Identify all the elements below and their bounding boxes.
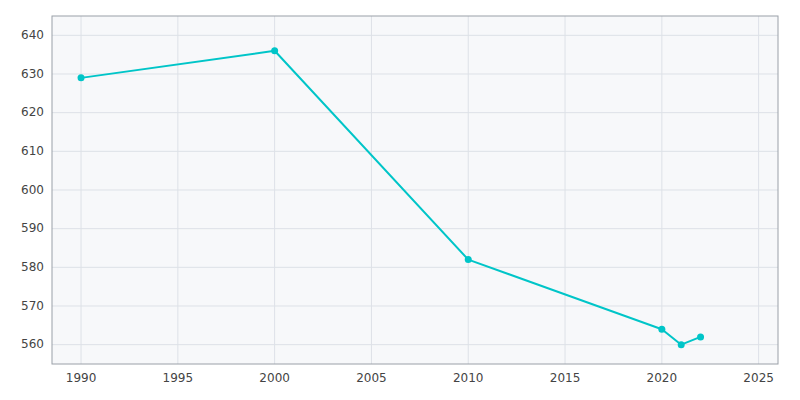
y-tick-label: 560 <box>21 337 44 351</box>
grid-line-y <box>52 306 778 307</box>
grid-line-x <box>274 16 275 364</box>
plot-area <box>52 16 778 364</box>
x-tick-label: 2025 <box>743 371 774 385</box>
grid-line-x <box>565 16 566 364</box>
point <box>658 326 665 333</box>
x-tick-label: 2005 <box>356 371 387 385</box>
point <box>678 341 685 348</box>
y-tick-label: 590 <box>21 221 44 235</box>
x-tick-label: 2010 <box>453 371 484 385</box>
y-tick-label: 610 <box>21 144 44 158</box>
y-tick-label: 570 <box>21 299 44 313</box>
grid-line-y <box>52 74 778 75</box>
y-tick-label: 640 <box>21 28 44 42</box>
grid-line-y <box>52 112 778 113</box>
y-tick-label: 600 <box>21 183 44 197</box>
y-tick-label: 620 <box>21 105 44 119</box>
x-tick-label: 1995 <box>163 371 194 385</box>
x-tick-label: 2000 <box>259 371 290 385</box>
y-tick-label: 580 <box>21 260 44 274</box>
axes: 560 570 580 590 600 610 620 630 640 1990 1995 2000 2… <box>21 28 774 385</box>
point <box>465 256 472 263</box>
grid-line-y <box>52 267 778 268</box>
chart: 560 570 580 590 600 610 620 630 640 1990 1995 2000 2… <box>0 0 800 400</box>
series <box>78 47 705 348</box>
line <box>81 51 701 345</box>
grid-line-y <box>52 228 778 229</box>
grid-line-x <box>81 16 82 364</box>
x-tick-label: 1990 <box>66 371 97 385</box>
chart-container: 560 570 580 590 600 610 620 630 640 1990 1995 2000 2… <box>0 0 800 400</box>
grid <box>52 16 778 364</box>
grid-line-x <box>661 16 662 364</box>
grid-line-y <box>52 190 778 191</box>
grid-line-x <box>371 16 372 364</box>
y-tick-label: 630 <box>21 67 44 81</box>
point <box>271 47 278 54</box>
plot-frame <box>52 16 778 364</box>
point <box>697 333 704 340</box>
grid-line-y <box>52 151 778 152</box>
grid-line-x <box>468 16 469 364</box>
grid-line-x <box>177 16 178 364</box>
grid-line-y <box>52 344 778 345</box>
grid-line-y <box>52 35 778 36</box>
point <box>78 74 85 81</box>
x-tick-label: 2015 <box>550 371 581 385</box>
grid-line-x <box>758 16 759 364</box>
x-tick-label: 2020 <box>647 371 678 385</box>
